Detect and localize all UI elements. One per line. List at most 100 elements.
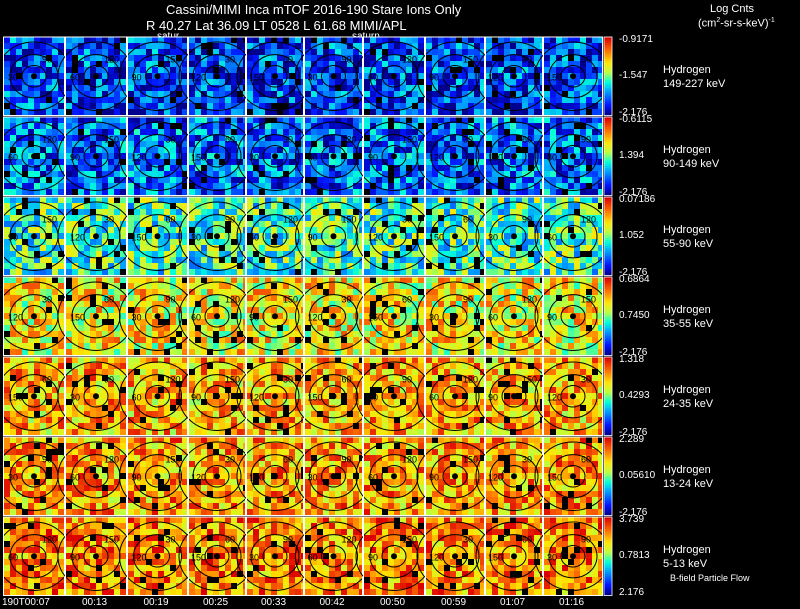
heatmap-cell: [444, 135, 450, 141]
colorbar-segment: [604, 185, 612, 189]
heatmap-cell: [176, 227, 182, 233]
heatmap-cell: [388, 337, 394, 343]
heatmap-cell: [580, 171, 586, 177]
heatmap-cell: [164, 203, 170, 209]
heatmap-cell: [146, 337, 152, 343]
heatmap-cell: [341, 325, 347, 331]
saturn-marker: [31, 153, 37, 160]
heatmap-cell: [317, 153, 323, 159]
colorbar-segment: [604, 134, 612, 138]
heatmap-cell: [78, 109, 84, 115]
heatmap-cell: [140, 97, 146, 103]
heatmap-cell: [277, 227, 283, 233]
heatmap-cell: [456, 153, 462, 159]
heatmap-cell: [353, 269, 359, 275]
heatmap-cell: [114, 147, 120, 153]
heatmap-cell: [128, 73, 134, 79]
heatmap-cell: [376, 79, 382, 85]
heatmap-cell: [592, 55, 598, 61]
heatmap-cell: [201, 109, 207, 115]
heatmap-cell: [562, 239, 568, 245]
heatmap-cell: [544, 183, 550, 189]
heatmap-cell: [108, 103, 114, 109]
heatmap-cell: [556, 141, 562, 147]
heatmap-cell: [295, 91, 301, 97]
heatmap-cell: [311, 233, 317, 239]
contour-ring: [262, 224, 288, 248]
heatmap-cell: [10, 257, 16, 263]
heatmap-cell: [170, 79, 176, 85]
heatmap-cell: [400, 123, 406, 129]
heatmap-cell: [10, 61, 16, 67]
heatmap-cell: [120, 153, 126, 159]
heatmap-cell: [311, 79, 317, 85]
heatmap-cell: [22, 183, 28, 189]
heatmap-cell: [504, 141, 510, 147]
heatmap-cell: [120, 251, 126, 257]
heatmap-cell: [370, 37, 376, 43]
contour-ring: [369, 134, 419, 179]
heatmap-cell: [102, 141, 108, 147]
heatmap-cell: [456, 277, 462, 283]
heatmap-cell: [376, 209, 382, 215]
contour-label: 30: [225, 54, 235, 64]
heatmap-cell: [598, 37, 602, 43]
heatmap-cell: [102, 221, 108, 227]
heatmap-cell: [84, 233, 90, 239]
heatmap-cell: [556, 221, 562, 227]
heatmap-cell: [432, 67, 438, 73]
heatmap-cell: [84, 269, 90, 275]
heatmap-cell: [170, 283, 176, 289]
heatmap-cell: [450, 239, 456, 245]
heatmap-cell: [498, 67, 504, 73]
heatmap-cell: [394, 147, 400, 153]
heatmap-cell: [456, 85, 462, 91]
contour-ring: [21, 224, 47, 248]
panel-frame: [65, 196, 127, 276]
heatmap-cell: [376, 61, 382, 67]
heatmap-cell: [10, 91, 16, 97]
heatmap-cell: [247, 147, 253, 153]
heatmap-cell: [438, 319, 444, 325]
heatmap-cell: [412, 159, 418, 165]
heatmap-cell: [22, 289, 28, 295]
heatmap-cell: [568, 245, 574, 251]
heatmap-cell: [265, 325, 271, 331]
heatmap-cell: [134, 337, 140, 343]
heatmap-cell: [474, 49, 480, 55]
heatmap-cell: [388, 209, 394, 215]
heatmap-cell: [72, 117, 78, 123]
heatmap-cell: [301, 227, 303, 233]
heatmap-cell: [592, 147, 598, 153]
colorbar-segment: [604, 60, 612, 64]
heatmap-cell: [406, 319, 412, 325]
heatmap-cell: [22, 37, 28, 43]
heatmap-cell: [265, 49, 271, 55]
heatmap-cell: [480, 277, 484, 283]
heatmap-cell: [283, 49, 289, 55]
heatmap-cell: [444, 91, 450, 97]
heatmap-cell: [353, 257, 359, 263]
heatmap-cell: [598, 153, 602, 159]
heatmap-cell: [102, 165, 108, 171]
heatmap-cell: [450, 203, 456, 209]
heatmap-cell: [52, 289, 58, 295]
heatmap-cell: [450, 221, 456, 227]
colorbar-segment: [604, 162, 612, 165]
heatmap-cell: [243, 245, 245, 251]
heatmap-cell: [486, 103, 492, 109]
heatmap-cell: [516, 123, 522, 129]
heatmap-cell: [22, 251, 28, 257]
heatmap-cell: [289, 189, 295, 195]
heatmap-cell: [90, 337, 96, 343]
heatmap-cell: [237, 43, 243, 49]
heatmap-cell: [4, 85, 10, 91]
heatmap-cell: [213, 307, 219, 313]
contour-ring: [489, 214, 539, 259]
heatmap-cell: [90, 227, 96, 233]
heatmap-cell: [158, 313, 164, 319]
heatmap-cell: [201, 103, 207, 109]
heatmap-cell: [231, 159, 237, 165]
heatmap-cell: [444, 37, 450, 43]
heatmap-cell: [510, 251, 516, 257]
